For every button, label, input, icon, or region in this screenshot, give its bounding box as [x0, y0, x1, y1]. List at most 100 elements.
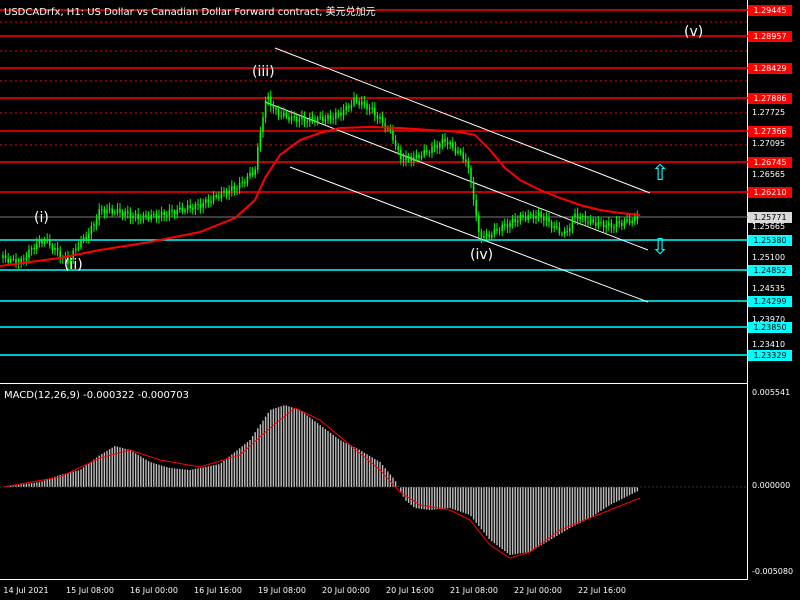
candle-body [556, 226, 558, 228]
candle-body [270, 96, 272, 107]
candle-body [480, 231, 483, 238]
candle-body [88, 233, 90, 239]
candle-body [618, 221, 620, 223]
candle-body [186, 205, 189, 210]
level-label-red: 1.26210 [748, 187, 792, 198]
candle-body [475, 199, 477, 216]
candle-body [283, 112, 285, 116]
candle-body [75, 248, 77, 251]
macd-title: MACD(12,26,9) -0.000322 -0.000703 [4, 390, 189, 401]
candle-body [231, 186, 233, 191]
candle-body [337, 112, 340, 114]
time-label: 16 Jul 16:00 [194, 586, 242, 595]
candle-body [379, 117, 381, 119]
candle-body [259, 132, 262, 148]
candle-body [119, 208, 121, 213]
candle-body [522, 215, 524, 218]
candle-body [519, 215, 522, 221]
candle-body [49, 239, 51, 246]
candle-body [384, 122, 386, 130]
candle-body [82, 236, 85, 241]
candle-body [628, 219, 631, 224]
candle-body [7, 258, 9, 263]
channel-lower-line[interactable] [289, 166, 649, 303]
candle-body [610, 222, 613, 228]
candle-body [634, 216, 636, 222]
candle-body [410, 157, 412, 161]
candle-body [537, 212, 540, 217]
level-label-red: 1.29445 [748, 5, 792, 16]
candle-body [569, 228, 571, 232]
candle-body [444, 138, 446, 142]
candle-body [277, 109, 280, 116]
candle-body [608, 222, 610, 226]
candle-body [402, 159, 405, 161]
candle-body [25, 257, 28, 260]
up-arrow-icon: ⇧ [651, 161, 670, 186]
candle-body [12, 258, 15, 260]
candle-body [296, 116, 298, 122]
level-label-cyan: 1.23329 [748, 350, 792, 361]
moving-average-line [0, 125, 641, 267]
candle-body [309, 117, 311, 122]
candle-body [459, 150, 462, 153]
wave-label-i: (i) [34, 210, 49, 226]
candle-body [262, 117, 264, 133]
candle-body [116, 208, 119, 213]
candle-body [171, 210, 173, 212]
candle-body [452, 142, 454, 148]
candle-body [418, 154, 420, 159]
candle-body [423, 150, 425, 156]
channel-upper-line[interactable] [274, 47, 651, 194]
candle-body [355, 98, 358, 102]
candle-body [134, 213, 137, 216]
candle-body [280, 115, 282, 117]
channel-middle-line[interactable] [264, 101, 649, 251]
candle-body [366, 103, 368, 110]
candle-body [272, 106, 275, 109]
candle-body [553, 226, 555, 229]
candle-body [192, 208, 194, 210]
candle-body [176, 209, 178, 215]
candle-body [275, 108, 277, 110]
candle-body [20, 258, 22, 264]
candle-body [33, 248, 35, 250]
price-channel[interactable] [264, 47, 651, 303]
candle-body [483, 236, 485, 238]
candle-body [80, 240, 82, 248]
candle-body [228, 190, 230, 195]
candle-body [428, 152, 431, 154]
candle-body [41, 240, 43, 244]
candle-body [163, 211, 165, 216]
candle-body [207, 199, 210, 203]
candle-body [43, 241, 46, 244]
candle-body [93, 224, 95, 226]
candle-body [511, 218, 514, 223]
candle-body [493, 228, 496, 235]
candle-body [540, 212, 542, 218]
candle-body [197, 203, 199, 205]
candle-body [327, 115, 329, 120]
candle-body [142, 214, 145, 220]
candle-body [543, 217, 545, 221]
candle-body [249, 172, 251, 177]
candle-body [407, 155, 410, 158]
candle-body [114, 212, 116, 214]
candle-body [439, 143, 441, 149]
candle-body [368, 107, 371, 110]
candle-body [613, 227, 615, 229]
candle-body [431, 146, 433, 154]
candle-body [220, 192, 223, 199]
candle-body [121, 212, 124, 216]
candle-body [36, 243, 38, 249]
candle-body [288, 116, 290, 121]
candle-body [449, 142, 451, 145]
candle-body [69, 259, 72, 264]
candle-body [103, 209, 106, 214]
level-label-red: 1.28957 [748, 31, 792, 42]
candle-body [316, 117, 319, 123]
candle-body [101, 209, 103, 211]
candle-body [467, 161, 470, 169]
candle-body [571, 218, 574, 229]
